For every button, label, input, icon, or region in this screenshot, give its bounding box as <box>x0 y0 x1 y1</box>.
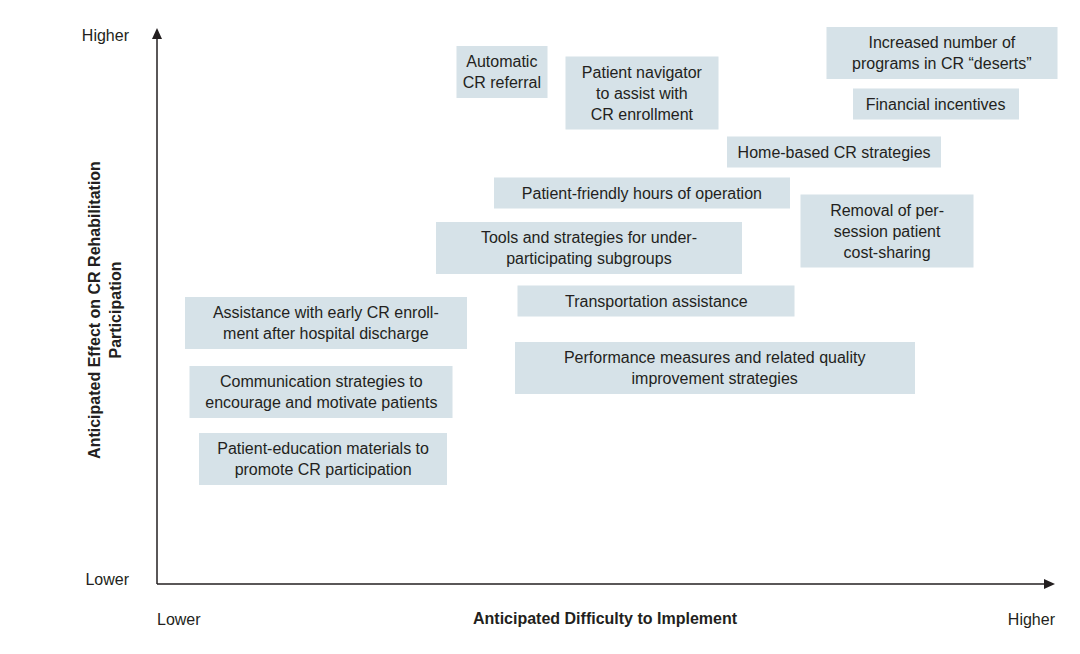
strategy-label: promote CR participation <box>205 459 441 480</box>
y-axis-title-line: Anticipated Effect on CR Rehabilitation <box>86 161 103 459</box>
strategy-label: Communication strategies to <box>196 371 447 392</box>
strategy-box: Home-based CR strategies <box>727 136 941 167</box>
y-tick-label: Lower <box>85 570 129 590</box>
strategy-label: CR enrollment <box>571 104 712 125</box>
strategy-box: Performance measures and related quality… <box>515 342 915 394</box>
strategy-label: cost-sharing <box>807 241 968 262</box>
x-axis-title: Anticipated Difficulty to Implement <box>473 610 737 628</box>
strategy-label: Patient-education materials to <box>205 438 441 459</box>
strategy-label: Assistance with early CR enroll- <box>191 302 461 323</box>
y-axis-title: Anticipated Effect on CR RehabilitationP… <box>86 161 124 459</box>
strategy-label: Transportation assistance <box>524 290 789 311</box>
strategy-box: Patient-friendly hours of operation <box>494 178 790 209</box>
y-tick-label: Higher <box>82 26 129 46</box>
strategy-label: ment after hospital discharge <box>191 323 461 344</box>
x-tick-label: Higher <box>1008 610 1055 630</box>
strategy-box: Financial incentives <box>853 89 1019 120</box>
chart: Anticipated Effect on CR RehabilitationP… <box>0 0 1080 654</box>
strategy-label: to assist with <box>571 83 712 104</box>
strategy-box: Patient navigatorto assist withCR enroll… <box>565 57 718 130</box>
x-axis <box>157 583 1047 585</box>
strategy-box: Patient-education materials topromote CR… <box>199 433 447 485</box>
strategy-box: AutomaticCR referral <box>456 46 547 98</box>
strategy-label: improvement strategies <box>521 368 909 389</box>
y-axis-arrow <box>152 28 162 39</box>
strategy-label: Patient navigator <box>571 62 712 83</box>
strategy-label: Increased number of <box>832 32 1051 53</box>
strategy-label: Patient-friendly hours of operation <box>500 183 784 204</box>
strategy-label: Tools and strategies for under- <box>442 227 736 248</box>
strategy-label: encourage and motivate patients <box>196 392 447 413</box>
strategy-box: Assistance with early CR enroll-ment aft… <box>185 297 467 349</box>
strategy-box: Transportation assistance <box>518 285 795 316</box>
y-axis-title-line: Participation <box>107 262 124 359</box>
y-axis <box>156 36 158 584</box>
strategy-box: Tools and strategies for under-participa… <box>436 222 742 274</box>
strategy-label: session patient <box>807 220 968 241</box>
strategy-label: programs in CR “deserts” <box>832 53 1051 74</box>
strategy-label: Financial incentives <box>859 94 1013 115</box>
strategy-label: CR referral <box>462 72 541 93</box>
strategy-label: Performance measures and related quality <box>521 347 909 368</box>
strategy-box: Communication strategies toencourage and… <box>190 366 453 418</box>
strategy-label: Home-based CR strategies <box>733 141 935 162</box>
x-tick-label: Lower <box>157 610 201 630</box>
strategy-box: Increased number ofprograms in CR “deser… <box>826 27 1057 79</box>
strategy-label: Removal of per- <box>807 199 968 220</box>
strategy-label: Automatic <box>462 51 541 72</box>
strategy-label: participating subgroups <box>442 248 736 269</box>
x-axis-arrow <box>1044 579 1055 589</box>
strategy-box: Removal of per-session patientcost-shari… <box>801 194 974 267</box>
